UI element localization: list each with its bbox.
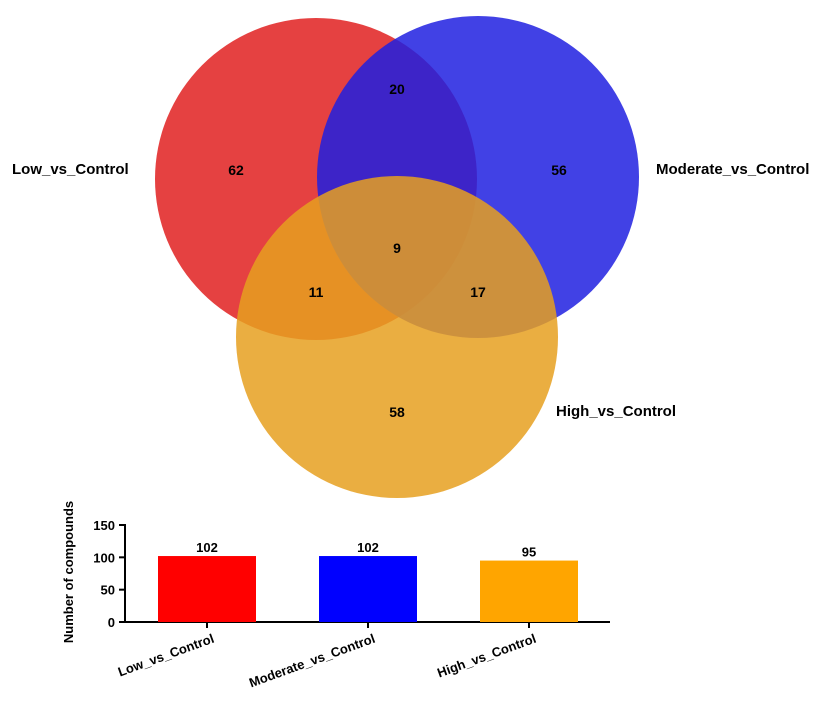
y-tick-label: 50 — [101, 583, 115, 598]
venn-region-low-only: 62 — [228, 162, 244, 178]
venn-circle-high — [236, 176, 558, 498]
x-category-label: Low_vs_Control — [116, 631, 216, 680]
venn-region-moderate-high: 17 — [470, 284, 486, 300]
y-tick-label: 150 — [93, 518, 115, 533]
bars: 102 Low_vs_Control 102 Moderate_vs_Control 9… — [116, 540, 578, 690]
bar-1 — [158, 556, 256, 622]
venn-diagram: Low_vs_Control Moderate_vs_Control High_… — [12, 16, 809, 498]
bar-value-label: 95 — [522, 545, 536, 560]
x-category-label: High_vs_Control — [435, 631, 538, 681]
bar-chart: Number of compounds 0 50 100 150 102 Low_vs_… — [61, 501, 610, 690]
venn-region-low-high: 11 — [309, 284, 324, 300]
y-axis-label: Number of compounds — [61, 501, 76, 643]
y-tick-label: 0 — [108, 615, 115, 630]
venn-region-low-moderate: 20 — [389, 81, 405, 97]
y-ticks: 0 50 100 150 — [93, 518, 125, 630]
bar-value-label: 102 — [196, 540, 218, 555]
venn-set-label-low: Low_vs_Control — [12, 161, 129, 178]
x-category-label: Moderate_vs_Control — [247, 631, 377, 691]
venn-region-all-three: 9 — [393, 240, 401, 256]
bar-value-label: 102 — [357, 540, 379, 555]
bar-2 — [319, 556, 417, 622]
venn-set-label-moderate: Moderate_vs_Control — [656, 161, 809, 178]
bar-3 — [480, 560, 578, 622]
venn-region-high-only: 58 — [389, 404, 405, 420]
venn-set-label-high: High_vs_Control — [556, 403, 676, 420]
venn-region-moderate-only: 56 — [551, 162, 567, 178]
y-tick-label: 100 — [93, 550, 115, 565]
